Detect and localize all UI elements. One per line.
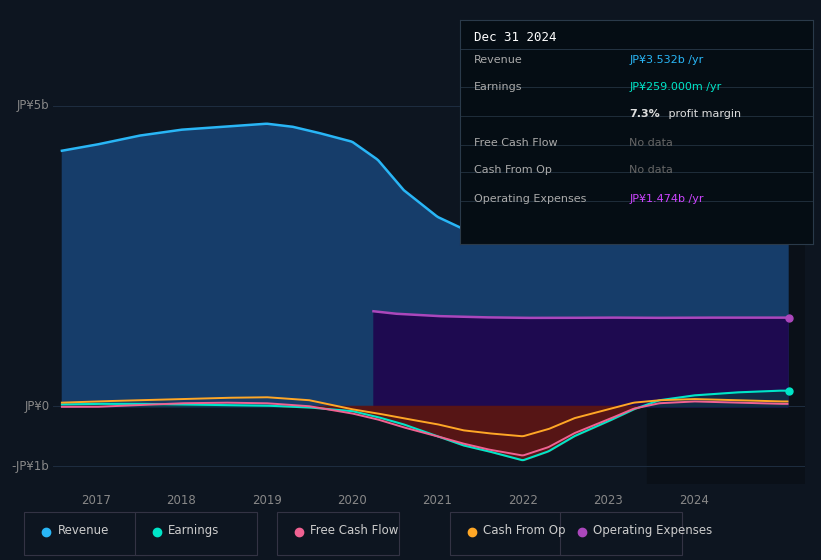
Text: No data: No data [629, 138, 673, 148]
Text: 7.3%: 7.3% [629, 109, 660, 119]
Text: Dec 31 2024: Dec 31 2024 [474, 31, 557, 44]
Text: JP¥259.000m /yr: JP¥259.000m /yr [629, 82, 722, 92]
FancyBboxPatch shape [277, 512, 399, 555]
Text: Revenue: Revenue [474, 55, 523, 66]
FancyBboxPatch shape [25, 512, 146, 555]
Text: Earnings: Earnings [474, 82, 522, 92]
Text: JP¥1.474b /yr: JP¥1.474b /yr [629, 194, 704, 204]
FancyBboxPatch shape [450, 512, 572, 555]
FancyBboxPatch shape [135, 512, 257, 555]
Text: Operating Expenses: Operating Expenses [474, 194, 586, 204]
Text: Cash From Op: Cash From Op [483, 524, 566, 538]
FancyBboxPatch shape [560, 512, 682, 555]
Text: Revenue: Revenue [57, 524, 108, 538]
Bar [647, 76, 805, 484]
Text: JP¥3.532b /yr: JP¥3.532b /yr [629, 55, 704, 66]
Text: JP¥5b: JP¥5b [17, 99, 49, 112]
Text: Cash From Op: Cash From Op [474, 165, 552, 175]
Text: JP¥0: JP¥0 [25, 400, 49, 413]
Text: profit margin: profit margin [664, 109, 741, 119]
Text: -JP¥1b: -JP¥1b [11, 460, 49, 473]
Text: Free Cash Flow: Free Cash Flow [310, 524, 398, 538]
Text: No data: No data [629, 165, 673, 175]
Text: Operating Expenses: Operating Expenses [594, 524, 713, 538]
Text: Free Cash Flow: Free Cash Flow [474, 138, 557, 148]
Text: Earnings: Earnings [167, 524, 219, 538]
